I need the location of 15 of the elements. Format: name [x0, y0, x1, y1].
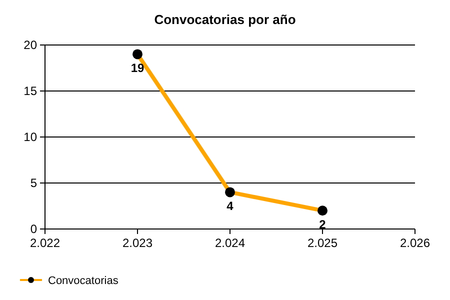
- x-tick-label: 2.022: [30, 236, 60, 250]
- chart-title: Convocatorias por año: [154, 12, 296, 27]
- data-label: 2: [319, 218, 326, 232]
- y-tick-label: 10: [24, 130, 38, 144]
- y-tick-label: 15: [24, 84, 38, 98]
- y-tick-label: 5: [30, 176, 38, 190]
- y-tick-label: 20: [24, 38, 38, 52]
- x-tick-label: 2.025: [307, 236, 338, 250]
- x-tick-label: 2.026: [400, 236, 430, 250]
- data-label: 19: [130, 61, 144, 76]
- legend-label: Convocatorias: [48, 275, 119, 287]
- data-label: 4: [226, 199, 234, 214]
- x-tick-label: 2.023: [122, 236, 153, 250]
- x-tick-label: 2.024: [214, 236, 246, 250]
- y-tick-label: 0: [30, 222, 38, 236]
